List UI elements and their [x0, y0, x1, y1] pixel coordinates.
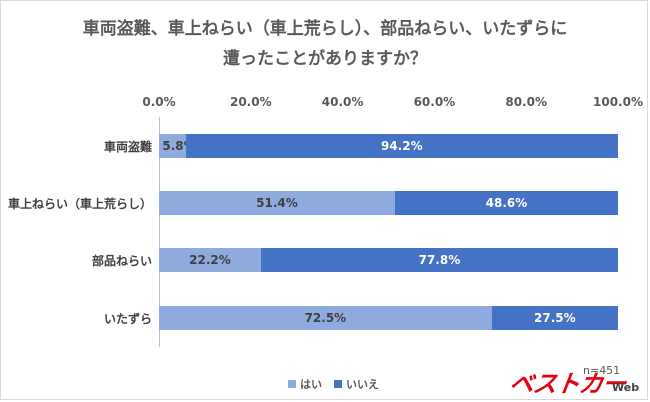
- legend: はい いいえ: [288, 376, 391, 392]
- data-label-no: 48.6%: [485, 196, 528, 210]
- bar-segment-no: [260, 248, 618, 272]
- category-label: 車上ねらい（車上荒らし）: [7, 197, 152, 211]
- x-tick-label: 20.0%: [229, 95, 272, 109]
- bar-segment-yes: [159, 248, 261, 272]
- data-label-no: 77.8%: [418, 253, 461, 267]
- x-tick-label: 0.0%: [142, 95, 176, 109]
- data-label-yes: 22.2%: [189, 253, 231, 267]
- bar-segment-no: [491, 306, 618, 330]
- legend-swatch-yes: [288, 380, 296, 388]
- sample-size-note: n=451: [583, 364, 621, 377]
- legend-item-no: いいえ: [334, 376, 379, 392]
- legend-label-no: いいえ: [346, 378, 379, 391]
- category-label: 車両盗難: [103, 140, 152, 154]
- x-tick-label: 100.0%: [593, 95, 643, 109]
- data-label-yes: 72.5%: [304, 311, 347, 325]
- bar-segment-no: [394, 191, 618, 215]
- x-tick-label: 60.0%: [413, 95, 456, 109]
- data-label-no: 94.2%: [380, 139, 423, 153]
- bar-segment-yes: [159, 306, 492, 330]
- chart-title-line2: 遭ったことがありますか？: [223, 49, 427, 69]
- data-label-yes: 51.4%: [256, 196, 298, 210]
- bestcar-logo: ベストカー: [507, 370, 628, 398]
- y-axis-line: [159, 117, 160, 347]
- x-tick-label: 40.0%: [321, 95, 364, 109]
- bar-segment-yes: [159, 134, 186, 158]
- data-label-no: 27.5%: [534, 311, 576, 325]
- x-tick-label: 80.0%: [505, 95, 547, 109]
- legend-label-yes: はい: [300, 378, 322, 391]
- bar-segment-yes: [159, 191, 395, 215]
- chart-title-line1: 車両盗難、車上ねらい（車上荒らし）、部品ねらい、いたずらに: [82, 19, 568, 39]
- category-label: いたずら: [103, 312, 152, 326]
- bestcar-logo-web: Web: [612, 381, 640, 394]
- legend-swatch-no: [334, 380, 342, 388]
- category-label: 部品ねらい: [91, 254, 152, 268]
- legend-item-yes: はい: [288, 376, 322, 392]
- bar-segment-no: [185, 134, 618, 158]
